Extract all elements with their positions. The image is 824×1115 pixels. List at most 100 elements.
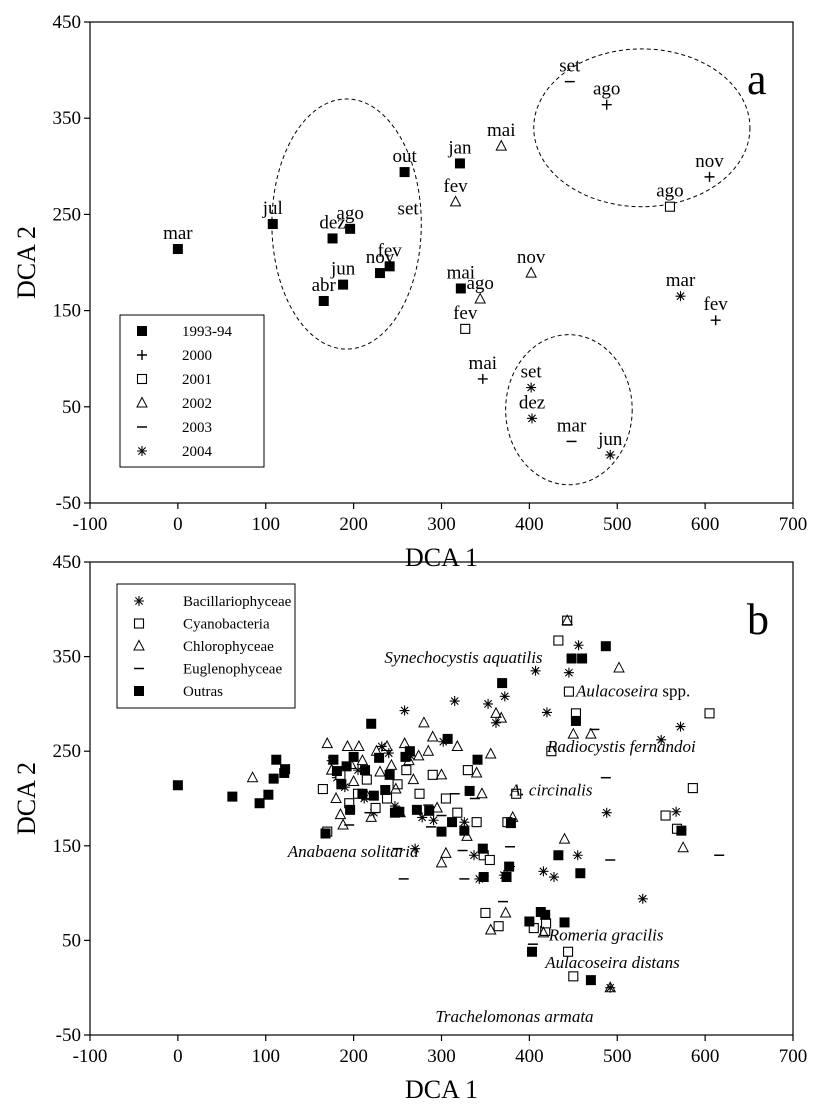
species-annotation: Trachelomonas armata (435, 1007, 593, 1026)
point-label: abr (312, 275, 337, 296)
point-label: fev (704, 294, 729, 315)
x-tick-label: 500 (603, 514, 632, 535)
data-point (499, 691, 510, 702)
data-point (470, 766, 483, 778)
point-label: mai (447, 262, 476, 283)
data-point (347, 774, 360, 786)
x-tick-label: 600 (691, 1046, 720, 1067)
data-point (637, 893, 648, 904)
data-point (687, 783, 698, 794)
data-point (497, 678, 508, 689)
data-point (563, 686, 574, 697)
data-point (380, 784, 391, 795)
y-tick-label: 450 (53, 552, 82, 573)
data-point (526, 382, 537, 393)
species-annotation: Anabaena solitaria (287, 842, 419, 861)
data-point (422, 744, 435, 756)
point-label: jan (447, 137, 472, 158)
data-point (501, 872, 512, 883)
point-label: nov (695, 151, 724, 172)
data-point (317, 783, 328, 795)
point-label: dez (519, 392, 545, 413)
y-tick-label: 350 (53, 647, 82, 668)
species-annotation: Romeria gracilis (548, 925, 664, 944)
data-point (704, 171, 715, 182)
data-point (361, 774, 372, 785)
legend-label: 2002 (182, 396, 212, 412)
species-name: Synechocystis aquatilis (384, 648, 543, 667)
data-point (442, 733, 453, 744)
data-point (254, 798, 265, 809)
data-point (334, 808, 347, 820)
data-point (511, 788, 522, 799)
data-point (431, 801, 443, 813)
data-point (400, 751, 411, 762)
x-tick-label: 400 (515, 514, 544, 535)
data-point (417, 812, 428, 823)
species-name: Anabaena solitaria (287, 842, 419, 861)
data-point (469, 850, 480, 861)
data-point (455, 283, 466, 294)
data-point (341, 739, 354, 751)
data-point (570, 715, 581, 726)
legend-label: Cyanobacteria (183, 617, 270, 633)
data-point (385, 758, 398, 770)
point-label: fev (378, 240, 403, 261)
x-tick-label: -100 (73, 1046, 108, 1067)
data-point (477, 843, 488, 854)
data-point (345, 804, 356, 815)
point-label: out (392, 146, 417, 167)
data-point (604, 981, 617, 993)
data-point (411, 804, 422, 815)
point-label: jun (330, 259, 356, 280)
data-point (537, 926, 550, 938)
point-label: mai (487, 120, 516, 141)
data-point (280, 764, 291, 775)
legend-label: 2000 (182, 348, 212, 364)
species-name: Aulacoseira distans (544, 953, 680, 972)
data-point (495, 139, 508, 151)
panel-a: -100 0 100 200 300 400 500 600 700 -50 50 150 250 350… (12, 12, 807, 572)
data-point (328, 754, 339, 765)
data-point (451, 739, 464, 751)
data-point (360, 765, 371, 776)
data-point (338, 279, 349, 290)
x-tick-label: 300 (427, 514, 456, 535)
panel-b: -100 0 100 200 300 400 500 600 700 -50 50 150 250 350… (12, 552, 807, 1104)
point-label: mar (557, 415, 587, 436)
data-point (524, 916, 535, 927)
data-point (370, 802, 381, 814)
data-point (383, 748, 394, 759)
data-point (480, 907, 491, 919)
legend-label: Euglenophyceae (183, 662, 282, 678)
x-tick-label: 200 (339, 514, 368, 535)
data-point (558, 832, 571, 844)
data-point (484, 854, 495, 866)
data-point (401, 765, 412, 776)
point-label: mai (469, 353, 498, 374)
data-point (585, 975, 596, 986)
data-point (459, 817, 470, 828)
data-point (427, 769, 438, 780)
data-point (399, 167, 410, 178)
x-tick-label: 600 (691, 514, 720, 535)
point-label: ago (593, 79, 620, 100)
data-point (605, 982, 616, 993)
panel-letter: b (747, 595, 769, 644)
data-point (227, 791, 238, 802)
data-point (483, 698, 494, 709)
data-point (407, 773, 420, 785)
data-point (357, 788, 368, 799)
cluster-ellipse (505, 334, 633, 486)
data-point (392, 779, 403, 790)
data-point (471, 817, 482, 828)
data-point (426, 730, 439, 742)
legend-label: Bacillariophyceae (183, 594, 292, 610)
x-tick-label: 200 (339, 1046, 368, 1067)
legend-label: Outras (183, 684, 223, 700)
legend-marker (136, 373, 148, 385)
legend: Bacillariophyceae Cyanobacteria Chlorophyc… (116, 583, 296, 709)
data-point (376, 741, 387, 752)
data-point (540, 909, 551, 920)
data-point (320, 828, 331, 839)
